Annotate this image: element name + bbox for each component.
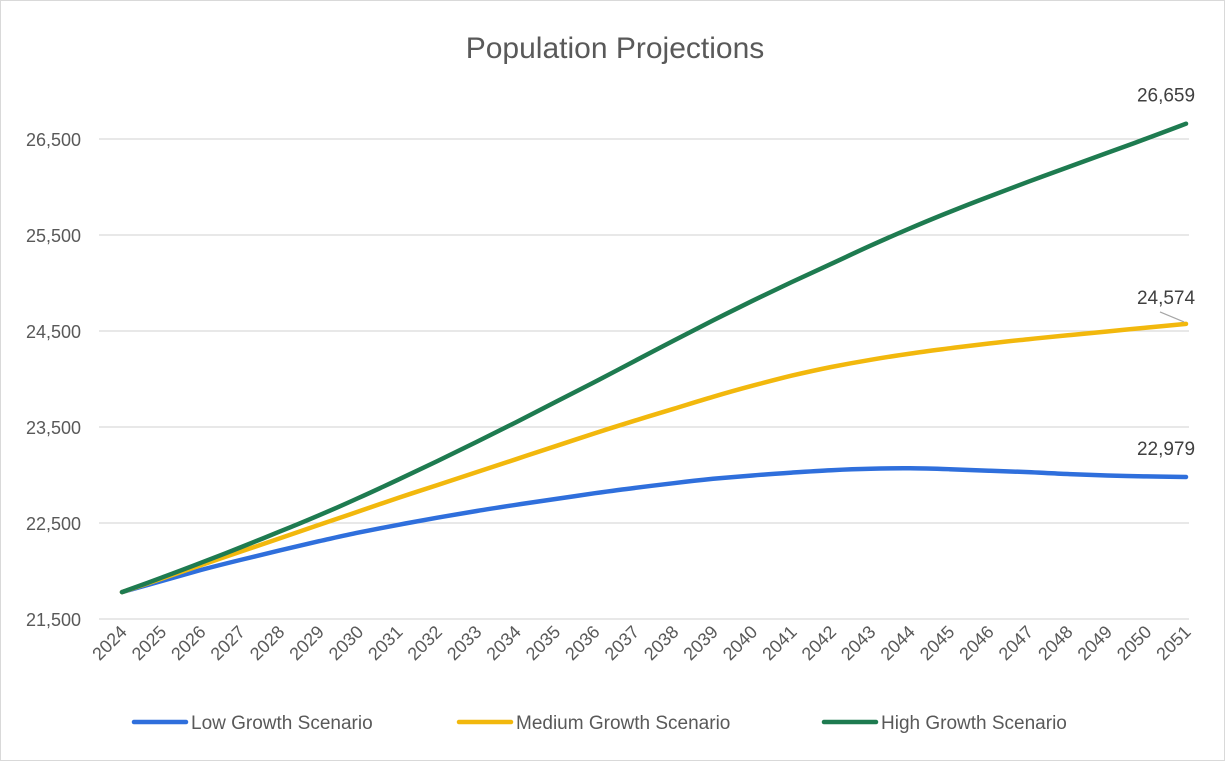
x-tick-label: 2050	[1113, 622, 1155, 664]
y-tick-label: 23,500	[26, 418, 81, 438]
x-tick-label: 2046	[955, 622, 997, 664]
x-tick-label: 2034	[482, 622, 524, 664]
x-tick-label: 2031	[364, 622, 406, 664]
x-tick-label: 2039	[679, 622, 721, 664]
x-tick-label: 2041	[758, 622, 800, 664]
x-tick-label: 2028	[246, 622, 288, 664]
y-tick-label: 25,500	[26, 226, 81, 246]
x-tick-label: 2024	[88, 622, 130, 664]
chart-title: Population Projections	[466, 32, 765, 65]
low-growth-line	[119, 466, 1189, 595]
x-tick-label: 2036	[561, 622, 603, 664]
legend-medium-growth: Medium Growth Scenario	[456, 713, 730, 734]
end-value-label: 22,979	[1137, 439, 1195, 460]
high-growth-line	[119, 121, 1189, 595]
y-axis-tick-labels: 21,500 22,500 23,500 24,500 25,500 26,500	[26, 130, 81, 630]
x-tick-label: 2026	[167, 622, 209, 664]
x-tick-label: 2025	[128, 622, 170, 664]
x-tick-label: 2045	[916, 622, 958, 664]
series-lines	[119, 121, 1189, 595]
legend-low-growth: Low Growth Scenario	[131, 713, 373, 734]
x-tick-label: 2047	[995, 622, 1037, 664]
y-tick-label: 21,500	[26, 610, 81, 630]
end-value-label: 24,574	[1137, 288, 1196, 309]
legend-label: Medium Growth Scenario	[516, 713, 730, 734]
x-tick-label: 2038	[640, 622, 682, 664]
x-tick-label: 2051	[1152, 622, 1194, 664]
legend: Low Growth Scenario Medium Growth Scenari…	[131, 713, 1067, 734]
x-tick-label: 2043	[837, 622, 879, 664]
x-axis-tick-labels: 2024202520262027202820292030203120322033…	[88, 622, 1194, 664]
medium-growth-line	[119, 321, 1189, 595]
x-tick-label: 2027	[207, 622, 249, 664]
legend-high-growth: High Growth Scenario	[821, 713, 1067, 734]
x-tick-label: 2033	[443, 622, 485, 664]
x-tick-label: 2044	[877, 622, 919, 664]
end-value-label: 26,659	[1137, 86, 1195, 107]
leader-line	[1159, 311, 1185, 323]
x-tick-label: 2040	[719, 622, 761, 664]
x-tick-label: 2049	[1074, 622, 1116, 664]
gridlines	[99, 138, 1189, 620]
y-tick-label: 26,500	[26, 130, 81, 150]
y-tick-label: 24,500	[26, 322, 81, 342]
x-tick-label: 2037	[601, 622, 643, 664]
x-tick-label: 2030	[325, 622, 367, 664]
x-tick-label: 2048	[1034, 622, 1076, 664]
x-tick-label: 2035	[522, 622, 564, 664]
x-tick-label: 2029	[285, 622, 327, 664]
legend-label: Low Growth Scenario	[191, 713, 373, 734]
legend-label: High Growth Scenario	[881, 713, 1067, 734]
x-tick-label: 2032	[404, 622, 446, 664]
x-tick-label: 2042	[798, 622, 840, 664]
y-tick-label: 22,500	[26, 514, 81, 534]
data-labels: 22,979 24,574 26,659	[1137, 86, 1196, 460]
